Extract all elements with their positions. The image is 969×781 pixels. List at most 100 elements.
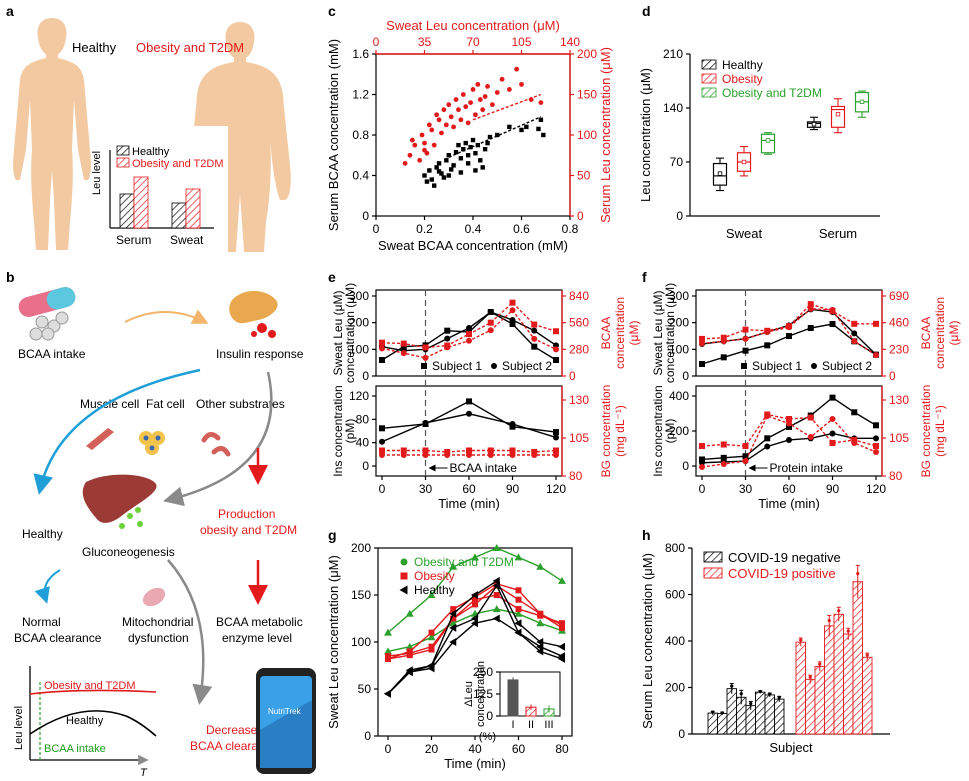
bottom-series-marker — [786, 423, 792, 430]
top-y-tick-label: 300 — [349, 289, 369, 303]
scatter-point-red — [431, 142, 437, 148]
scatter-point-red — [482, 94, 488, 99]
scatter-point-black — [446, 153, 451, 158]
panel-f: f 0 100 200 300 0 230 460 690 0 200 400 80 105 130 0 30… — [642, 269, 961, 511]
box-mean — [741, 159, 747, 165]
series-marker-black — [471, 591, 478, 599]
top-series-marker — [829, 321, 836, 327]
bottom-series-marker — [720, 461, 727, 467]
bottom-series-marker — [873, 443, 879, 449]
bottom-series-marker — [466, 398, 472, 405]
top-series-marker — [764, 342, 771, 349]
top-series-marker — [720, 334, 727, 341]
legend-label: Obesity — [414, 569, 455, 583]
series-marker-green — [471, 553, 479, 561]
box-mean — [835, 111, 841, 117]
series-marker-green — [514, 553, 523, 561]
inset-category: II — [528, 719, 534, 731]
legend-label: COVID-19 positive — [728, 566, 836, 581]
series-marker-red — [428, 646, 435, 653]
arrow-decreased-clearance — [167, 559, 213, 705]
scatter-point-red — [426, 122, 432, 128]
x-axis-label: Time (min) — [444, 756, 506, 771]
bottom-series-marker — [553, 452, 559, 458]
scatter-point-black — [470, 137, 476, 143]
bar-red — [862, 656, 873, 735]
category-serum: Serum — [116, 233, 151, 247]
legend-label: COVID-19 negative — [728, 550, 841, 565]
bar-black — [774, 698, 785, 735]
scatter-point-red — [439, 130, 444, 136]
scatter-point-black — [444, 158, 449, 163]
legend-healthy: Healthy — [132, 146, 170, 158]
series-marker-black — [471, 619, 478, 628]
top-series-marker — [699, 335, 705, 342]
y-axis-tick-label: 800 — [665, 541, 685, 555]
top-series-marker — [699, 361, 705, 367]
bar-black — [726, 688, 737, 735]
data-dot — [730, 684, 734, 688]
series-marker-red — [450, 606, 457, 613]
scatter-point-black — [458, 156, 464, 161]
x-axis-tick-label: 20 — [425, 742, 439, 756]
top-series-marker — [400, 343, 407, 350]
top-series-marker — [553, 346, 559, 353]
scatter-point-black — [473, 168, 478, 173]
y2-axis-tick-label: 200 — [577, 47, 597, 61]
top-series-marker — [742, 347, 749, 354]
scatter-point-black — [478, 158, 483, 163]
bottom-series-marker — [379, 425, 385, 432]
top-series-marker — [422, 344, 429, 351]
x2-axis-tick-label: 0 — [373, 35, 380, 49]
top-y-tick-label: 200 — [669, 316, 689, 330]
bottom-series-marker — [786, 416, 792, 422]
top-y2-tick-label: 460 — [889, 316, 909, 330]
top-series-marker — [786, 324, 792, 331]
top-y2-tick-label: 0 — [569, 369, 576, 383]
scatter-point-black — [461, 146, 466, 152]
x-axis-tick-label: 80 — [555, 742, 569, 756]
x-axis-tick-label: 120 — [866, 482, 886, 496]
top-y2-tick-label: 280 — [569, 342, 589, 356]
bottom-series-marker — [829, 430, 836, 437]
scatter-point-red — [434, 112, 440, 118]
series-marker-red — [428, 629, 435, 636]
scatter-point-black — [507, 124, 512, 130]
bottom-series-marker — [466, 410, 472, 417]
legend-swatch — [703, 551, 723, 563]
x-axis-label: Time (min) — [438, 496, 500, 511]
top-series-marker — [699, 340, 705, 347]
fit-line-black — [448, 116, 542, 158]
top-series-line — [701, 308, 877, 356]
data-dot — [739, 692, 743, 696]
y2-axis-label: Serum Leu concentration (μM) — [598, 47, 613, 223]
legend-marker-subject-1 — [421, 363, 427, 369]
box-obesity-and-t2dm — [760, 133, 776, 154]
healthy-path-label: Healthy — [22, 527, 63, 541]
scatter-point-red — [470, 87, 476, 92]
inset-ylabel: Leu level — [13, 706, 25, 750]
y-axis-tick-label: 600 — [665, 588, 685, 602]
bar-black — [717, 713, 728, 735]
series-marker-red — [385, 655, 391, 662]
fat-cell-icon — [139, 431, 165, 455]
bottom-y2-tick-label: 130 — [889, 393, 909, 407]
legend-label: Obesity and T2DM — [414, 555, 514, 569]
legend-marker — [400, 572, 408, 580]
top-series-marker — [829, 306, 836, 313]
bottom-series-marker — [699, 443, 705, 449]
bottom-series-marker — [807, 414, 814, 421]
inset-category: I — [511, 719, 514, 731]
scatter-point-red — [446, 102, 452, 108]
y-axis-tick-label: 0 — [362, 209, 369, 223]
bar-red — [824, 625, 835, 735]
phone-app-name: NutriTrek — [268, 707, 302, 716]
data-dot — [856, 571, 860, 576]
series-marker-black — [427, 664, 435, 673]
bar-serum-obesity — [133, 176, 149, 229]
data-dot — [837, 609, 841, 613]
bottom-y-tick-label: 0 — [362, 459, 369, 473]
bottom-series-marker — [487, 452, 494, 458]
series-marker-black — [449, 638, 457, 646]
normal-clearance-2: BCAA clearance — [14, 631, 102, 645]
